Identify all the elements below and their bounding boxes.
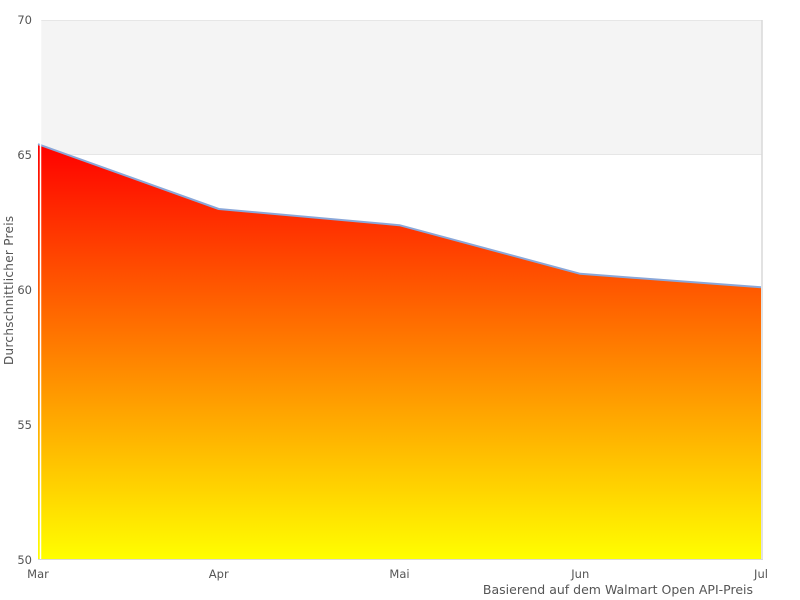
y-tick-label: 60 (17, 283, 32, 297)
plot-band (40, 20, 762, 155)
x-tick-label: Jun (570, 567, 589, 581)
y-tick-label: 50 (17, 553, 32, 567)
y-tick-label: 65 (17, 148, 32, 162)
y-axis-title: Durchschnittlicher Preis (2, 215, 16, 365)
x-tick-label: Mai (389, 567, 409, 581)
x-tick-label: Apr (209, 567, 229, 581)
area-series (38, 144, 761, 560)
y-tick-label: 55 (17, 418, 32, 432)
chart-caption: Basierend auf dem Walmart Open API-Preis (482, 582, 753, 597)
x-tick-label: Mar (27, 567, 49, 581)
series-line (37, 143, 762, 289)
x-tick-label: Jul (753, 567, 768, 581)
y-tick-label: 70 (17, 13, 32, 27)
